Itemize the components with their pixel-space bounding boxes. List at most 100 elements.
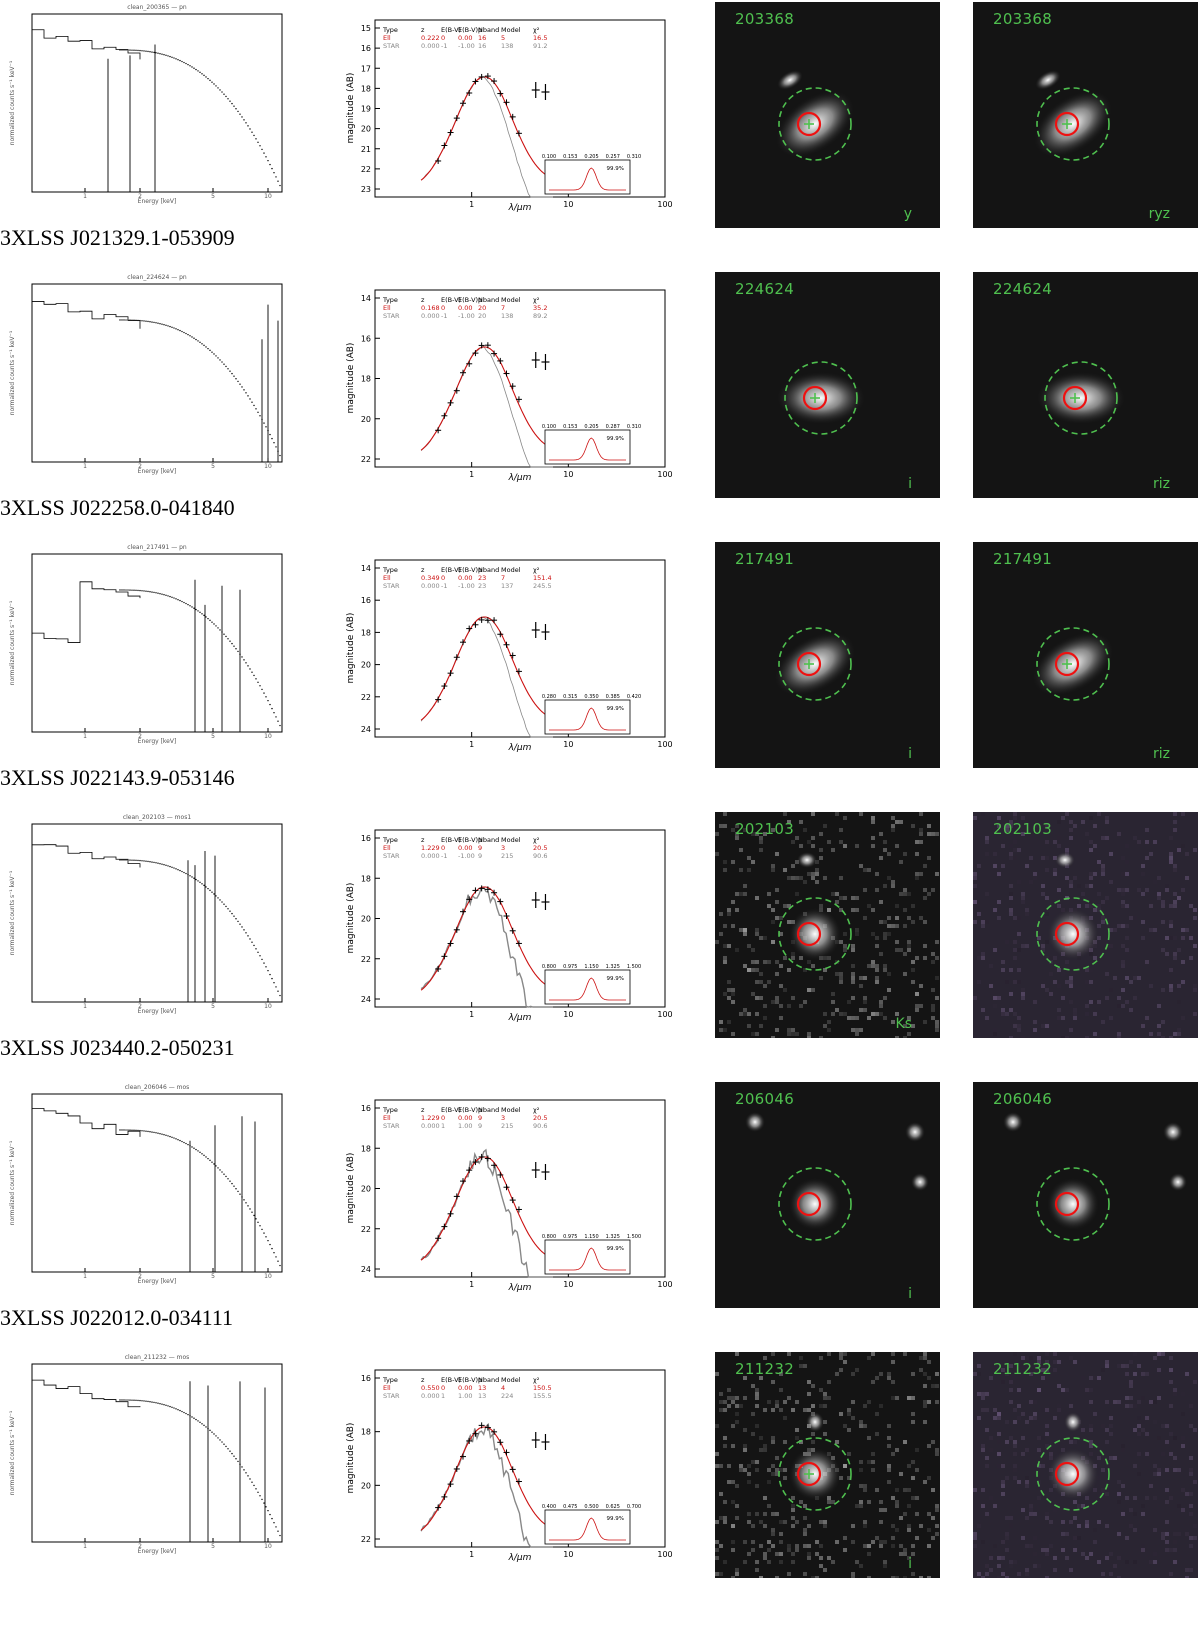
sed-legend-ell-cell: 0 — [441, 1114, 445, 1122]
sed-legend-header: Nband — [478, 296, 499, 304]
xray-x-tick-label: 5 — [211, 733, 215, 740]
sed-legend-ell-cell: 0 — [441, 1384, 445, 1392]
sed-legend-ell-cell: Ell — [383, 34, 391, 42]
sed-y-axis-label: magnitude (AB) — [346, 1423, 356, 1494]
sed-legend-ell-cell: 5 — [501, 34, 505, 42]
source-row: clean_224624 — pn Energy [keV] normalized … — [0, 270, 1200, 498]
sed-y-tick-label: 14 — [361, 564, 371, 573]
sed-legend-star-cell: STAR — [383, 1392, 400, 1400]
xray-x-tick-label: 10 — [264, 463, 272, 470]
sed-legend-ell-cell: 0.00 — [458, 1384, 472, 1392]
sed-legend-ell-cell: 20.5 — [533, 1114, 547, 1122]
sed-legend-ell-cell: 0.00 — [458, 304, 472, 312]
xray-x-tick-label: 1 — [83, 1003, 87, 1010]
sed-y-tick-label: 18 — [361, 375, 371, 384]
source-row: clean_200365 — pn Energy [keV] normalized … — [0, 0, 1200, 228]
xray-x-tick-label: 2 — [138, 1003, 142, 1010]
sed-legend-ell-cell: 0 — [441, 34, 445, 42]
cutout-source-id: 211232 — [735, 1360, 795, 1378]
xray-y-axis-label: normalized counts s⁻¹ keV⁻¹ — [9, 60, 16, 145]
sed-legend-star-cell: 138 — [501, 312, 513, 320]
sed-y-tick-label: 14 — [361, 294, 371, 303]
sed-legend-ell-cell: 0.00 — [458, 34, 472, 42]
sed-x-tick-label: 1 — [469, 1280, 474, 1289]
xray-x-tick-label: 5 — [211, 1273, 215, 1280]
cutout-source-id: 203368 — [993, 10, 1053, 28]
xray-x-tick-label: 5 — [211, 193, 215, 200]
sed-legend-star-cell: 245.5 — [533, 582, 552, 590]
pz-inset-tick-label: 0.700 — [627, 1504, 641, 1510]
pz-inset-tick-label: 0.153 — [563, 154, 577, 160]
xray-x-tick-label: 2 — [138, 1273, 142, 1280]
sed-legend-header: Type — [382, 836, 398, 844]
sed-legend-star-cell: 137 — [501, 582, 513, 590]
sed-y-tick-label: 20 — [361, 415, 371, 424]
sed-x-tick-label: 1 — [469, 470, 474, 479]
sed-y-tick-label: 22 — [361, 693, 371, 702]
xray-plot-title: clean_200365 — pn — [127, 4, 187, 11]
sed-legend-star-cell: 20 — [478, 312, 486, 320]
sed-legend-header: E(B-V)p — [458, 1376, 482, 1384]
sed-legend-star-cell: 89.2 — [533, 312, 547, 320]
sed-x-tick-label: 100 — [657, 1550, 672, 1559]
source-name: 3XLSS J022258.0-041840 — [0, 495, 235, 520]
pz-inset-tick-label: 0.475 — [563, 1504, 577, 1510]
xray-x-tick-label: 5 — [211, 463, 215, 470]
xray-y-axis-label: normalized counts s⁻¹ keV⁻¹ — [9, 1140, 16, 1225]
cutout-image-color: 224624 riz — [973, 272, 1198, 498]
sed-legend-ell-cell: 20 — [478, 304, 486, 312]
pz-inset-tick-label: 1.500 — [627, 964, 641, 970]
sed-x-tick-label: 1 — [469, 740, 474, 749]
sed-legend-ell-cell: 151.4 — [533, 574, 552, 582]
source-row: clean_202103 — mos1 Energy [keV] normalize… — [0, 810, 1200, 1038]
pz-inset-tick-label: 1.325 — [606, 964, 620, 970]
sed-legend-star-cell: 215 — [501, 1122, 513, 1130]
pz-inset-tick-label: 0.310 — [627, 424, 641, 430]
sed-x-tick-label: 100 — [657, 1010, 672, 1019]
sed-legend-header: E(B-V) — [441, 566, 461, 574]
sed-legend-ell-cell: 4 — [501, 1384, 505, 1392]
sed-legend-header: z — [421, 1376, 425, 1384]
sed-legend-header: Model — [501, 296, 521, 304]
sed-legend-ell-cell: 0.550 — [421, 1384, 440, 1392]
sed-legend-star-cell: 0.000 — [421, 1392, 440, 1400]
sed-legend-ell-cell: 0 — [441, 574, 445, 582]
sed-legend-ell-cell: 13 — [478, 1384, 486, 1392]
xray-spectrum-plot: clean_206046 — mos Energy [keV] normalized… — [9, 1084, 283, 1285]
sed-legend-star-cell: 13 — [478, 1392, 486, 1400]
xray-x-axis-label: Energy [keV] — [138, 468, 177, 475]
sed-legend-header: Nband — [478, 1106, 499, 1114]
pz-inset-tick-label: 0.385 — [606, 694, 620, 700]
sed-legend-header: χ² — [533, 566, 540, 574]
pz-inset-tick-label: 0.800 — [542, 964, 556, 970]
sed-legend-star-cell: 16 — [478, 42, 486, 50]
sed-legend-star-cell: 224 — [501, 1392, 513, 1400]
cutout-band-label: ryz — [1148, 206, 1170, 222]
pz-inset-tick-label: 0.315 — [563, 694, 577, 700]
xray-x-tick-label: 1 — [83, 1273, 87, 1280]
sed-y-tick-label: 18 — [361, 1144, 371, 1153]
sed-legend-header: E(B-V)p — [458, 566, 482, 574]
cutout-source-id: 203368 — [735, 10, 795, 28]
sed-legend-star-cell: 0.000 — [421, 42, 440, 50]
source-name: 3XLSS J021329.1-053909 — [0, 225, 235, 250]
sed-legend-header: E(B-V) — [441, 1376, 461, 1384]
sed-legend-star-cell: 215 — [501, 852, 513, 860]
cutout-image-single-band: 203368 y — [715, 2, 940, 228]
sed-legend-star-cell: STAR — [383, 312, 400, 320]
xray-y-axis-label: normalized counts s⁻¹ keV⁻¹ — [9, 1410, 16, 1495]
sed-legend-ell-cell: 0 — [441, 304, 445, 312]
sed-legend-ell-cell: Ell — [383, 574, 391, 582]
xray-x-axis-label: Energy [keV] — [138, 1548, 177, 1555]
sed-legend-ell-cell: Ell — [383, 1114, 391, 1122]
xray-x-tick-label: 1 — [83, 1543, 87, 1550]
sed-legend-header: Type — [382, 1376, 398, 1384]
sed-legend-ell-cell: 7 — [501, 574, 505, 582]
sed-legend-header: χ² — [533, 836, 540, 844]
xray-spectrum-plot: clean_200365 — pn Energy [keV] normalized … — [9, 4, 283, 205]
source-row: clean_217491 — pn Energy [keV] normalized … — [0, 540, 1200, 768]
sed-x-axis-label: λ/μm — [508, 743, 532, 752]
pz-inset-percent: 99.9% — [607, 166, 624, 172]
sed-x-tick-label: 10 — [563, 1280, 573, 1289]
